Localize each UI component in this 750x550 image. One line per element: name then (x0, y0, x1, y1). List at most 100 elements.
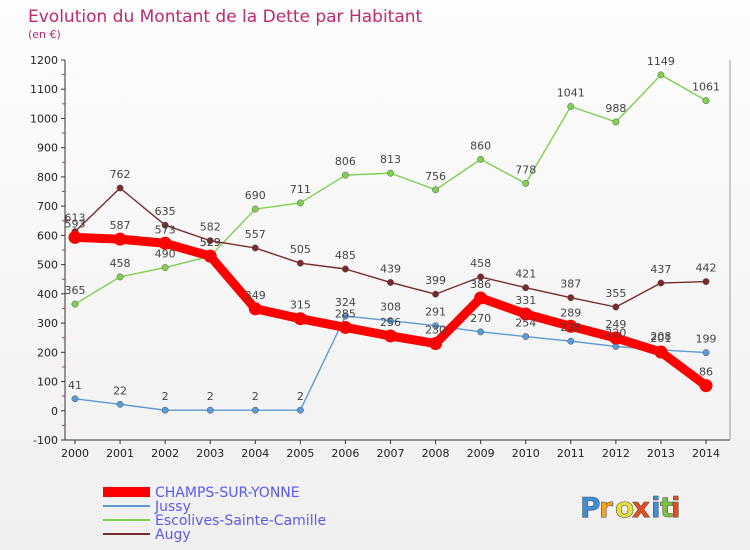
data-label-jussy: 2 (252, 390, 259, 403)
logo-letter: i (651, 491, 661, 524)
x-tick-label: 2002 (151, 447, 179, 460)
data-point-jussy (567, 337, 575, 345)
data-label-augy: 505 (290, 243, 311, 256)
logo-letter: i (671, 491, 681, 524)
y-tick-label: 1200 (30, 54, 58, 67)
y-tick-label: 1100 (30, 83, 58, 96)
legend: CHAMPS-SUR-YONNEJussyEscolives-Sainte-Ca… (103, 485, 326, 543)
data-label-escolives-sainte-camille: 529 (200, 236, 221, 249)
data-label-champs-sur-yonne: 289 (560, 306, 581, 319)
data-label-champs-sur-yonne: 587 (110, 219, 131, 232)
legend-label: Escolives-Sainte-Camille (155, 513, 326, 529)
data-point-champs-sur-yonne (68, 230, 82, 244)
x-tick-label: 2013 (647, 447, 675, 460)
data-point-jussy (432, 322, 440, 330)
data-point-augy (432, 290, 440, 298)
data-label-champs-sur-yonne: 230 (425, 324, 446, 337)
data-point-escolives-sainte-camille (161, 264, 169, 271)
data-point-champs-sur-yonne (384, 329, 397, 343)
logo-letter: P (580, 491, 601, 524)
data-label-augy: 387 (560, 278, 581, 291)
y-tick-label: 400 (37, 288, 58, 301)
data-point-escolives-sainte-camille (702, 97, 710, 105)
x-tick-label: 2008 (422, 447, 450, 460)
data-point-escolives-sainte-camille (612, 118, 620, 126)
y-tick-label: 900 (37, 142, 58, 155)
data-label-escolives-sainte-camille: 458 (110, 257, 131, 270)
data-label-champs-sur-yonne: 249 (605, 318, 626, 331)
data-point-jussy (296, 406, 304, 414)
data-point-escolives-sainte-camille (251, 205, 259, 213)
y-tick-label: 500 (37, 259, 58, 272)
data-label-jussy: 308 (380, 301, 401, 314)
data-label-augy: 439 (380, 262, 401, 275)
data-point-champs-sur-yonne (293, 312, 307, 326)
x-tick-label: 2006 (331, 447, 359, 460)
data-point-champs-sur-yonne (113, 232, 127, 246)
data-point-augy (387, 278, 394, 286)
data-point-champs-sur-yonne (338, 320, 352, 334)
x-tick-label: 2010 (512, 447, 540, 460)
y-tick-label: 700 (37, 200, 58, 213)
data-point-champs-sur-yonne (429, 337, 443, 351)
data-point-jussy (71, 395, 79, 403)
data-point-champs-sur-yonne (564, 319, 578, 333)
data-label-champs-sur-yonne: 529 (200, 236, 221, 249)
data-label-escolives-sainte-camille: 860 (470, 139, 491, 152)
x-tick-label: 2011 (557, 447, 585, 460)
data-point-augy (657, 279, 665, 287)
logo-letter: o (615, 491, 634, 524)
y-tick-label: -100 (33, 434, 58, 447)
y-tick-label: 200 (37, 346, 58, 359)
data-point-escolives-sainte-camille (71, 300, 79, 308)
data-point-jussy (251, 406, 259, 414)
data-point-escolives-sainte-camille (522, 179, 530, 187)
data-label-champs-sur-yonne: 285 (335, 307, 356, 320)
data-label-escolives-sainte-camille: 778 (515, 163, 536, 176)
data-point-escolives-sainte-camille (432, 186, 440, 194)
data-label-jussy: 2 (297, 390, 304, 403)
data-label-jussy: 208 (650, 330, 671, 343)
data-label-augy: 582 (200, 221, 221, 234)
data-point-augy (296, 259, 304, 267)
data-label-escolives-sainte-camille: 1149 (647, 55, 675, 68)
data-label-jussy: 270 (470, 312, 491, 325)
data-label-champs-sur-yonne: 86 (699, 366, 713, 379)
data-point-champs-sur-yonne (474, 291, 488, 305)
data-label-escolives-sainte-camille: 806 (335, 155, 356, 168)
data-label-augy: 762 (110, 168, 131, 181)
data-label-augy: 613 (65, 212, 86, 225)
logo-letter: t (660, 491, 673, 524)
data-label-champs-sur-yonne: 593 (65, 217, 86, 230)
logo-letter: r (599, 491, 613, 524)
data-point-augy (522, 284, 530, 292)
data-label-augy: 485 (335, 249, 356, 262)
data-label-champs-sur-yonne: 201 (650, 332, 671, 345)
data-label-augy: 442 (696, 262, 717, 275)
data-point-escolives-sainte-camille (567, 103, 575, 110)
data-label-champs-sur-yonne: 386 (470, 278, 491, 291)
chart-title: Evolution du Montant de la Dette par Hab… (28, 7, 423, 27)
data-point-escolives-sainte-camille (296, 199, 304, 207)
data-label-escolives-sainte-camille: 813 (380, 153, 401, 166)
data-label-augy: 557 (245, 228, 266, 241)
proxiti-logo: Pr ox i ti (580, 491, 681, 525)
data-label-augy: 399 (425, 274, 446, 287)
data-point-augy (161, 221, 169, 229)
data-label-augy: 355 (605, 287, 626, 300)
data-label-jussy: 2 (207, 390, 214, 403)
data-point-augy (251, 244, 259, 252)
data-label-champs-sur-yonne: 349 (245, 289, 266, 302)
data-point-champs-sur-yonne (609, 331, 623, 345)
data-point-augy (702, 278, 710, 286)
data-point-jussy (702, 349, 710, 357)
data-point-augy (341, 265, 349, 273)
y-tick-label: 800 (37, 171, 58, 184)
data-label-jussy: 291 (425, 306, 446, 319)
data-point-augy (116, 184, 124, 192)
data-label-augy: 437 (650, 263, 671, 276)
data-label-augy: 635 (155, 205, 176, 218)
data-point-augy (567, 294, 575, 302)
